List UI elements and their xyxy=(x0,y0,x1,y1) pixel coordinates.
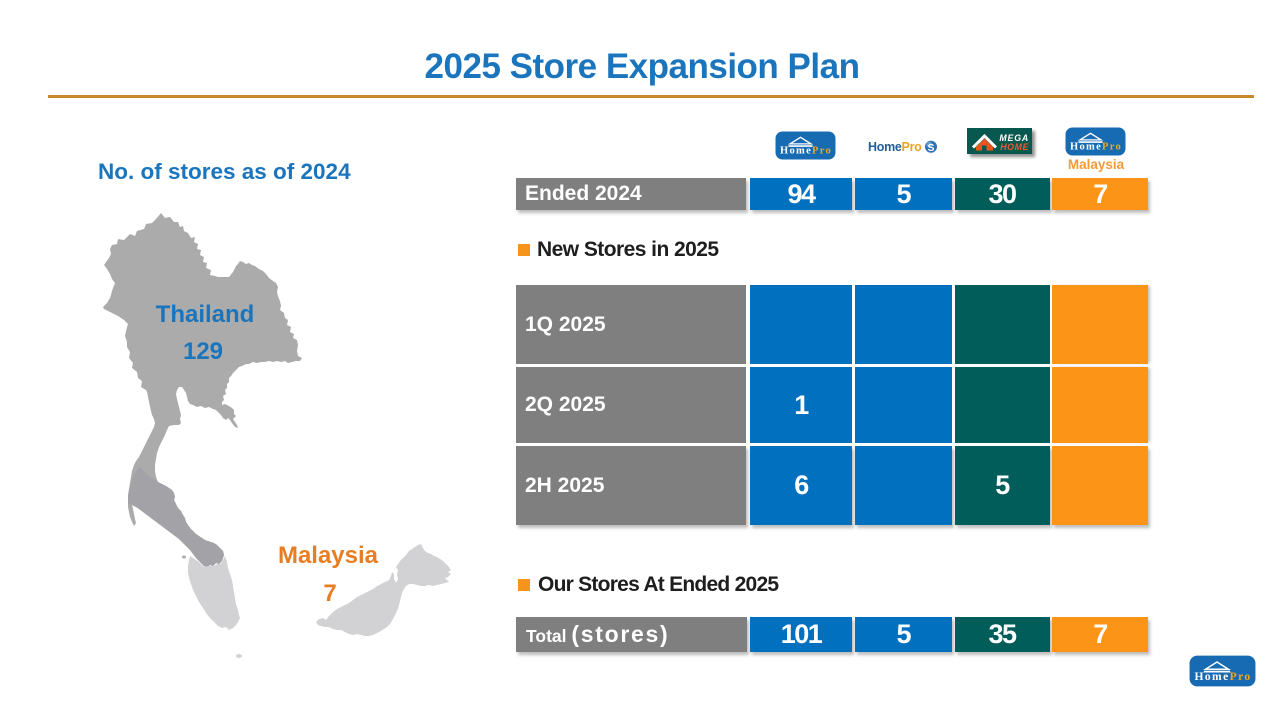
svg-text:HOME: HOME xyxy=(1000,142,1029,152)
svg-text:HomePro: HomePro xyxy=(780,146,832,157)
svg-text:S: S xyxy=(927,142,934,154)
svg-text:MEGA: MEGA xyxy=(999,133,1029,143)
svg-text:HomePro: HomePro xyxy=(1070,142,1122,153)
svg-text:HomePro: HomePro xyxy=(868,140,922,154)
svg-text:HomePro: HomePro xyxy=(1194,671,1251,683)
